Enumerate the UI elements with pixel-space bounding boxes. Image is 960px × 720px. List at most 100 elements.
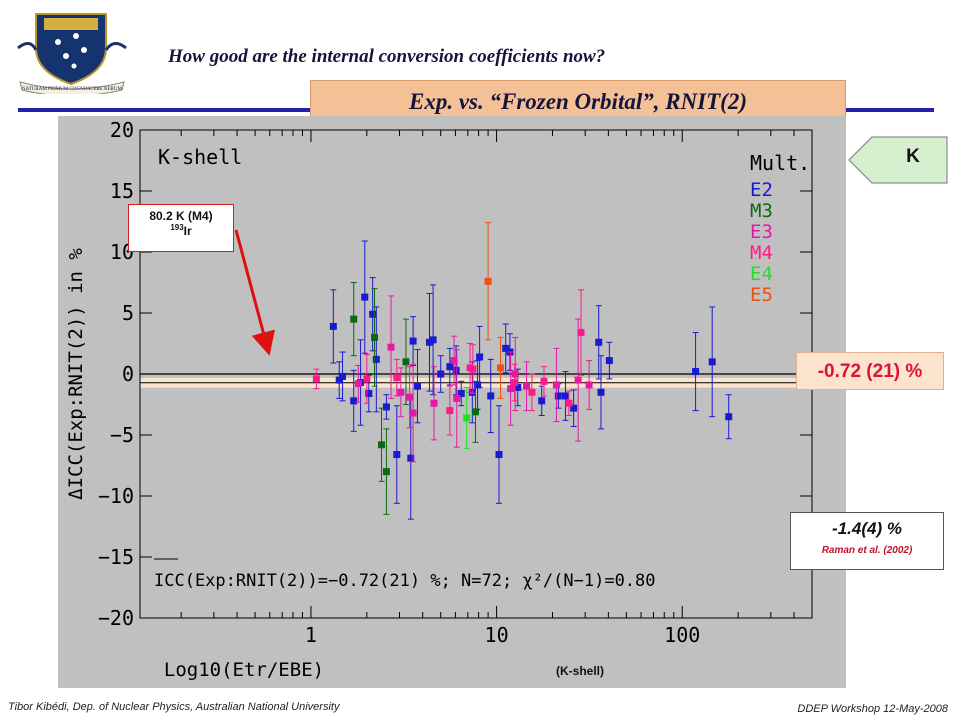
- data-point-m3: [382, 468, 390, 476]
- crest-motto: NATURAM PRIMUM COGNOSCERE RERUM: [22, 87, 122, 92]
- y-tick-label: 5: [122, 301, 134, 325]
- data-point-e2: [495, 451, 503, 459]
- data-point-e3: [511, 370, 519, 378]
- data-point-e5: [497, 364, 505, 372]
- legend-item-e4: E4: [750, 263, 773, 285]
- callout-arrow: [234, 229, 275, 356]
- footer-event: DDEP Workshop 12-May-2008: [797, 703, 948, 715]
- data-point-e2: [429, 336, 437, 344]
- data-point-e2: [393, 451, 401, 459]
- data-point-e2: [538, 397, 546, 405]
- y-tick-label: −20: [98, 606, 134, 630]
- data-point-e2: [597, 388, 605, 396]
- k-shell-tag-shape: [848, 136, 948, 184]
- data-point-m3: [350, 315, 358, 323]
- data-point-e2: [570, 404, 578, 412]
- data-point-e2: [476, 353, 484, 361]
- data-point-e2: [372, 355, 380, 363]
- slide-subtitle: How good are the internal conversion coe…: [168, 46, 606, 67]
- legend-item-e5: E5: [750, 284, 773, 306]
- panel-label: K-shell: [158, 145, 242, 169]
- data-point-e2: [350, 397, 358, 405]
- data-point-e2: [708, 358, 716, 366]
- data-point-m4: [528, 388, 536, 396]
- x-tick-label: 10: [485, 623, 509, 647]
- data-point-e3: [409, 409, 417, 417]
- x-axis-shell-note: (K-shell): [556, 664, 604, 678]
- data-point-e2: [382, 403, 390, 411]
- raman-reference: Raman et al. (2002): [821, 545, 913, 556]
- data-point-e2: [457, 390, 465, 398]
- ir-callout-box: 80.2 K (M4) 193Ir: [128, 204, 234, 252]
- raman-value: -1.4(4) %: [832, 519, 902, 538]
- data-point-e3: [574, 376, 582, 384]
- data-point-e2: [437, 370, 445, 378]
- data-point-m4: [540, 377, 548, 385]
- data-point-e2: [692, 368, 700, 376]
- summary-text: ICC(Exp:RNIT(2))=−0.72(21) %; N=72; χ²/(…: [154, 571, 656, 591]
- callout-mass: 193: [170, 223, 184, 232]
- data-point-e3: [453, 394, 461, 402]
- data-point-m4: [363, 375, 371, 383]
- data-point-e2: [361, 293, 369, 301]
- footer-author: Tibor Kibédi, Dep. of Nuclear Physics, A…: [8, 701, 340, 713]
- legend-item-e3: E3: [750, 221, 773, 243]
- data-point-e2: [502, 344, 510, 352]
- data-point-e4: [463, 414, 471, 422]
- data-point-e3: [585, 381, 593, 389]
- y-tick-label: 0: [122, 362, 134, 386]
- data-point-e3: [507, 385, 515, 393]
- data-point-m3: [402, 358, 410, 366]
- x-tick-label: 100: [664, 623, 700, 647]
- y-tick-label: −15: [98, 545, 134, 569]
- x-tick-label: 1: [305, 623, 317, 647]
- data-point-e2: [595, 338, 603, 346]
- data-point-m4: [312, 375, 320, 383]
- data-point-e3: [450, 357, 458, 365]
- data-point-e2: [335, 376, 343, 384]
- data-point-m4: [565, 399, 573, 407]
- data-point-m3: [378, 441, 386, 449]
- data-point-e2: [425, 338, 433, 346]
- legend-title: Mult.: [750, 151, 810, 175]
- data-point-e5: [484, 277, 492, 285]
- data-point-e3: [430, 399, 438, 407]
- legend-item-e2: E2: [750, 179, 773, 201]
- legend-item-m4: M4: [750, 242, 773, 264]
- data-point-m4: [511, 379, 519, 387]
- data-point-e2: [554, 392, 562, 400]
- y-tick-label: −5: [110, 423, 134, 447]
- data-point-e2: [407, 454, 415, 462]
- data-point-e2: [725, 413, 733, 421]
- data-point-e3: [387, 343, 395, 351]
- k-shell-tag: K: [906, 146, 920, 167]
- data-point-e3: [523, 382, 531, 390]
- x-axis-label: Log10(Etr/EBE): [164, 659, 324, 681]
- data-point-e2: [414, 382, 422, 390]
- y-tick-label: 20: [110, 118, 134, 142]
- data-point-e3: [354, 380, 362, 388]
- data-point-e2: [452, 366, 460, 374]
- data-point-m4: [577, 329, 585, 337]
- data-point-e3: [552, 381, 560, 389]
- y-axis-label: ΔICC(Exp:RNIT(2)) in %: [65, 248, 87, 500]
- data-point-m3: [472, 408, 480, 416]
- mean-value-box: -0.72 (21) %: [796, 352, 944, 390]
- y-tick-label: −10: [98, 484, 134, 508]
- callout-element: Ir: [183, 224, 192, 238]
- data-point-e2: [339, 372, 347, 380]
- raman-comparison-box: -1.4(4) % Raman et al. (2002): [790, 512, 944, 570]
- data-point-e2: [514, 383, 522, 391]
- slide-title-banner: Exp. vs. “Frozen Orbital”, RNIT(2): [310, 80, 846, 122]
- data-point-e2: [446, 363, 454, 371]
- data-point-m4: [393, 374, 401, 382]
- data-point-e3: [406, 393, 414, 401]
- data-point-e2: [409, 337, 417, 345]
- callout-transition: 80.2 K (M4): [149, 209, 213, 223]
- data-point-e2: [329, 322, 337, 330]
- data-point-m4: [446, 407, 454, 415]
- anu-crest-logo: NATURAM PRIMUM COGNOSCERE RERUM: [17, 13, 127, 94]
- callout-nuclide: 193Ir: [129, 223, 233, 238]
